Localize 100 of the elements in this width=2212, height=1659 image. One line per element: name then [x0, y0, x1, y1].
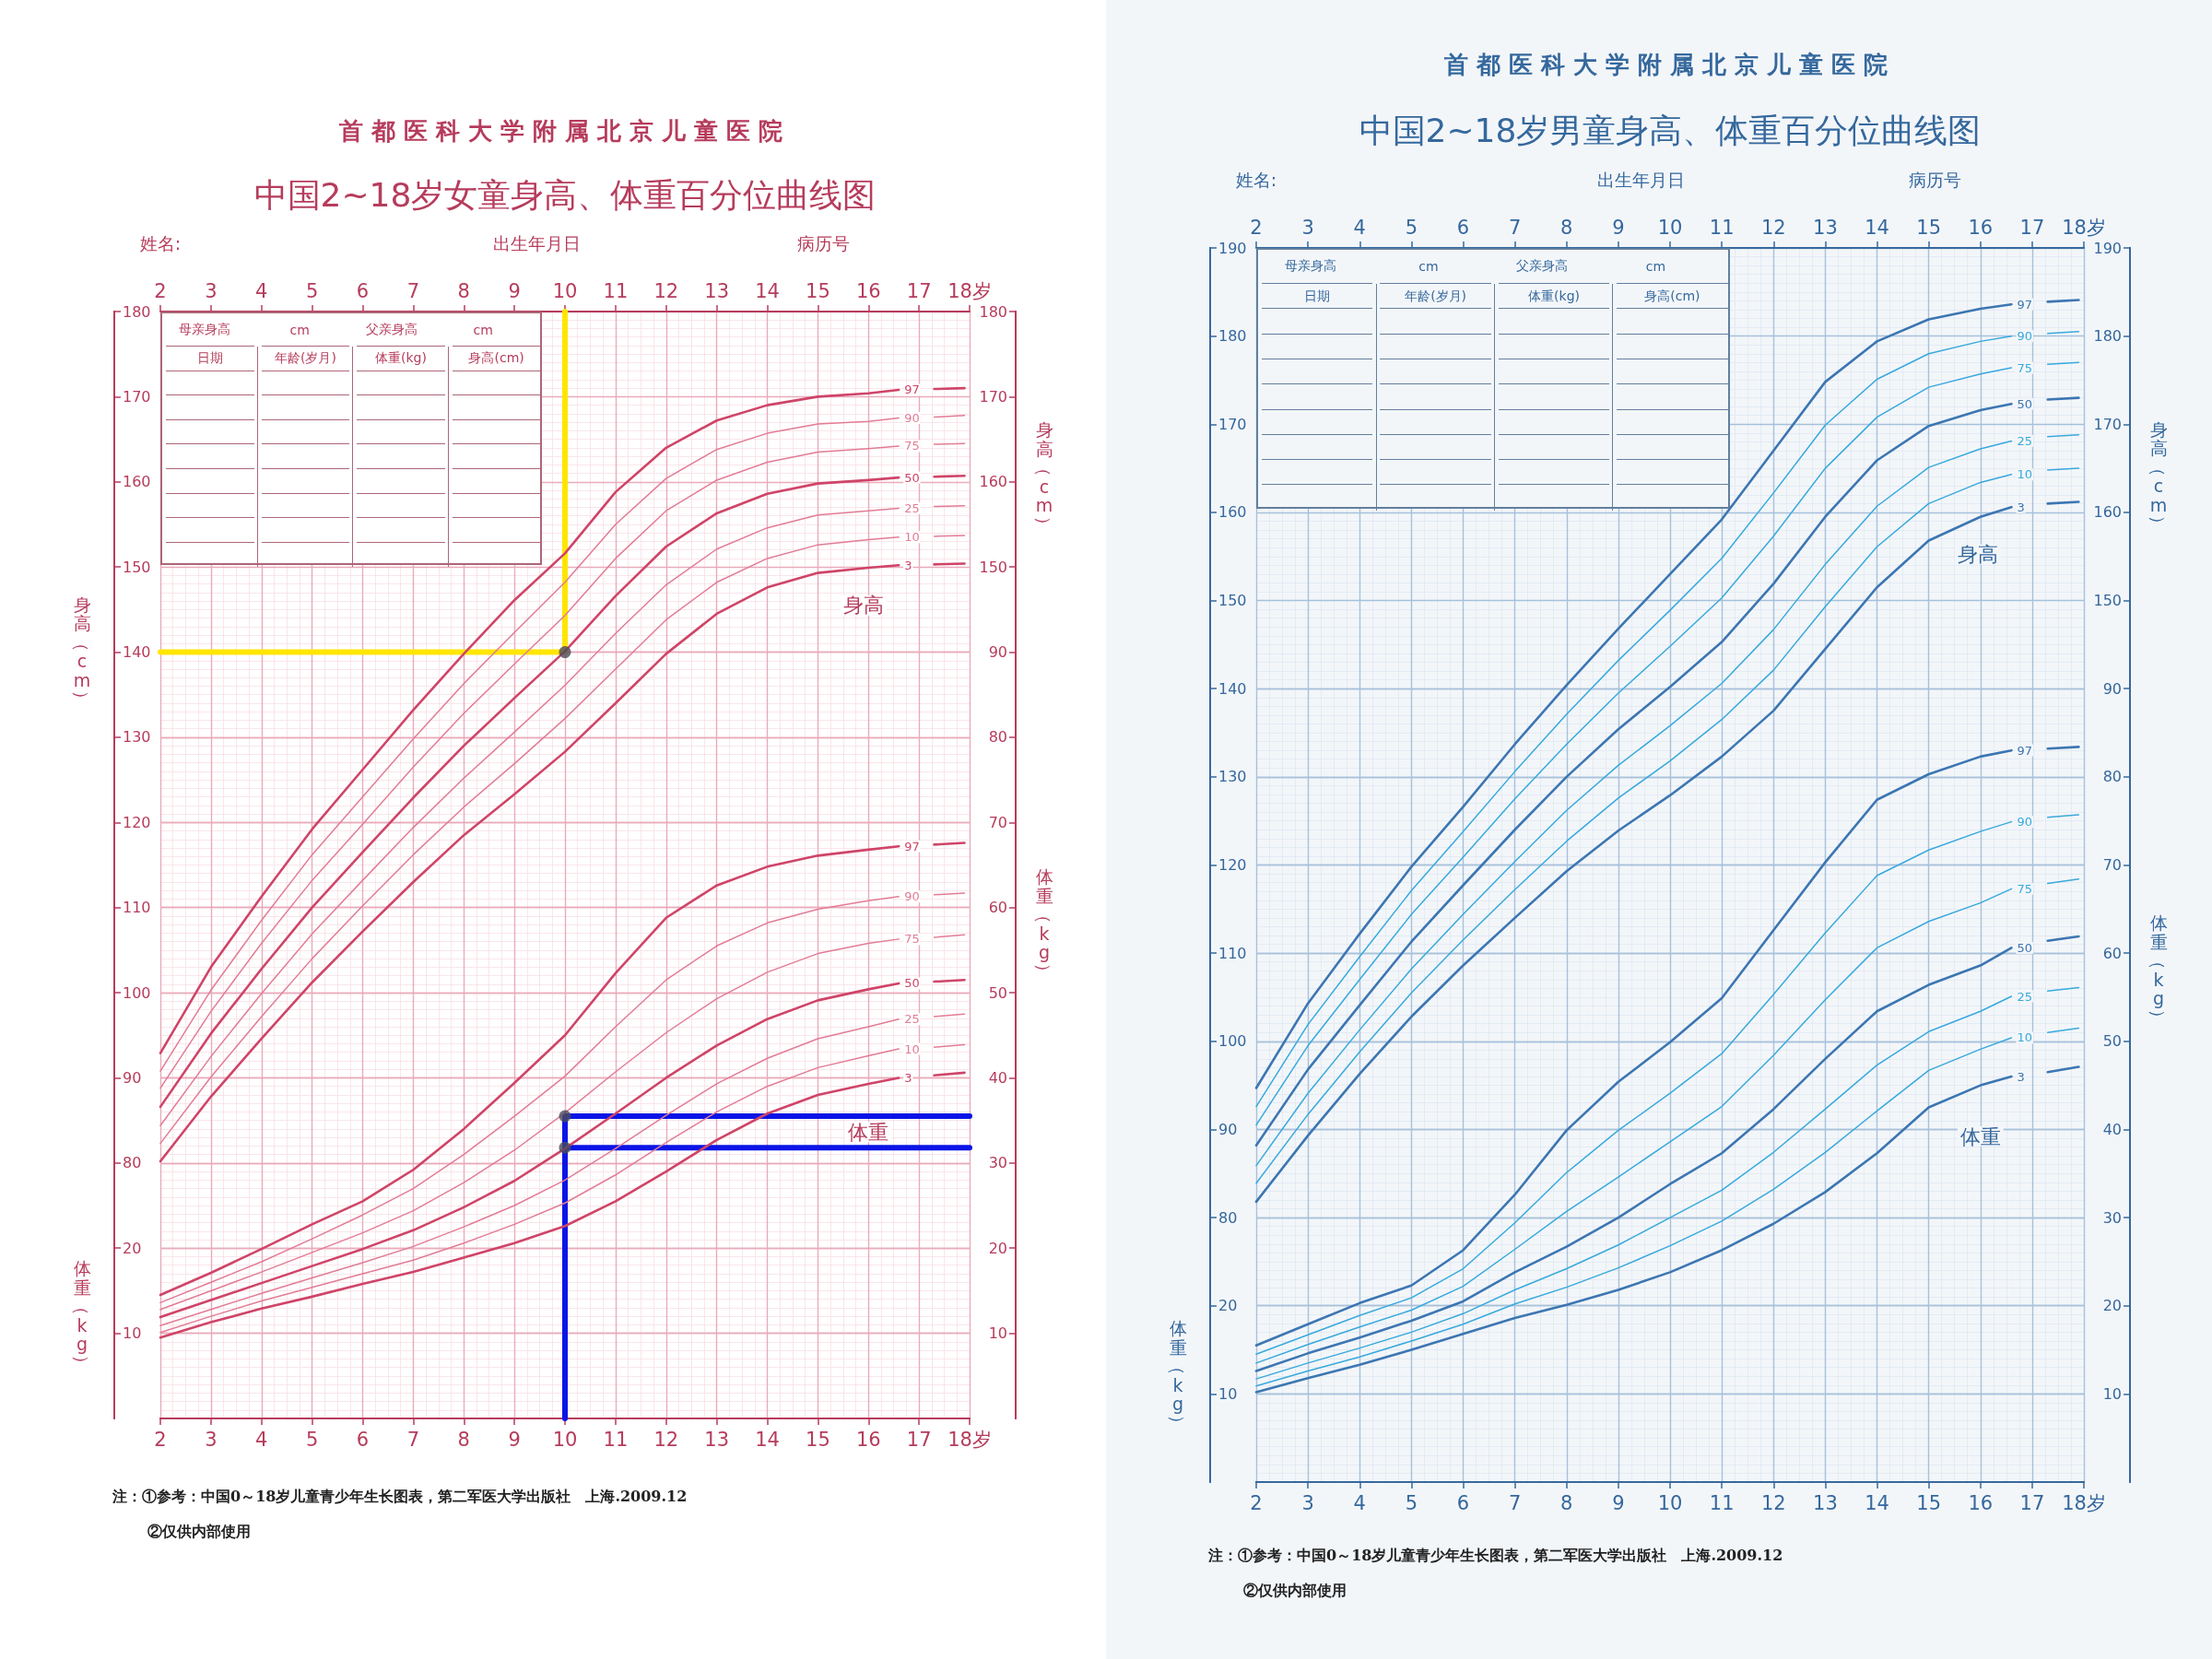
x-tick-label: 8 — [457, 1428, 470, 1451]
chart-subtitle: 首都医科大学附属北京儿童医院 — [339, 115, 791, 147]
annotation: cm — [1418, 259, 1439, 275]
y-tick-label: 100 — [1218, 1032, 1247, 1051]
text: ②仅供内部使用 — [147, 1523, 251, 1542]
series-label: 3 — [904, 1070, 912, 1085]
series-label: 50 — [904, 976, 920, 991]
series-label: 25 — [904, 500, 920, 515]
x-tick-label: 18岁 — [2062, 1491, 2106, 1514]
x2-tick-label: 9 — [508, 279, 521, 302]
y-tick-label: 80 — [1218, 1208, 1238, 1227]
x-tick-label: 10 — [1657, 1491, 1683, 1514]
series-label: 3 — [2017, 500, 2025, 514]
y2-tick-label: 60 — [2102, 944, 2122, 962]
x-tick-label: 5 — [1405, 1491, 1418, 1514]
text: 病历号 — [797, 232, 851, 255]
x2-tick-label: 18岁 — [2062, 216, 2106, 239]
y-tick-label: 90 — [123, 1068, 142, 1087]
annotation: 母亲身高 — [178, 321, 230, 338]
text: 出生年月日 — [1597, 169, 1686, 192]
text: 姓名: — [139, 232, 182, 255]
x2-tick-label: 5 — [305, 279, 319, 302]
x-tick-label: 2 — [154, 1428, 167, 1451]
x-tick-label: 14 — [755, 1428, 780, 1451]
x2-tick-label: 10 — [1657, 216, 1683, 239]
y2-tick-label: 70 — [2102, 856, 2122, 874]
x-tick-label: 11 — [1709, 1491, 1735, 1514]
y2-tick-label: 30 — [988, 1154, 1007, 1172]
y2-tick-label: 10 — [2102, 1384, 2122, 1403]
annotation: cm — [473, 322, 493, 337]
y-tick-label: 160 — [123, 473, 151, 491]
x2-tick-label: 10 — [552, 279, 578, 302]
annotation: 日期 — [196, 350, 223, 368]
y2-tick-label: 180 — [979, 302, 1007, 321]
x2-tick-label: 4 — [255, 279, 268, 302]
series-label: 75 — [904, 932, 920, 947]
x2-tick-label: 13 — [704, 279, 729, 302]
chart-subtitle: 首都医科大学附属北京儿童医院 — [1444, 49, 1896, 80]
series-label: 75 — [2017, 881, 2032, 896]
x2-tick-label: 14 — [755, 279, 780, 302]
y-tick-label: 180 — [123, 302, 151, 321]
annotation: 身高(cm) — [1644, 288, 1700, 305]
annotation: 父亲身高 — [365, 321, 418, 338]
y-tick-label: 130 — [123, 728, 151, 747]
series-label: 90 — [2017, 815, 2032, 830]
y-tick-label: 110 — [123, 899, 151, 917]
y-tick-label: 150 — [1218, 592, 1247, 610]
series-label: 90 — [904, 889, 920, 904]
x-tick-label: 10 — [552, 1428, 578, 1451]
y2-tick-label: 170 — [2093, 415, 2122, 433]
text: 注：①参考：中国0～18岁儿童青少年生长图表，第二军医大学出版社 上海.2009.12 — [1208, 1547, 1783, 1566]
y-tick-label: 20 — [1218, 1297, 1238, 1315]
x2-tick-label: 18岁 — [947, 279, 992, 302]
x-tick-label: 5 — [305, 1428, 319, 1451]
text: 病历号 — [1908, 169, 1961, 192]
y2-tick-label: 70 — [988, 813, 1007, 831]
annotation: 年龄(岁月) — [1405, 288, 1467, 305]
y2-tick-label: 170 — [979, 387, 1007, 406]
series-label: 75 — [904, 439, 920, 453]
y2-tick-label: 30 — [2102, 1208, 2122, 1227]
x-tick-label: 9 — [508, 1428, 521, 1451]
series-label: 97 — [904, 839, 920, 853]
y2-tick-label: 90 — [2102, 679, 2122, 698]
y2-tick-label: 10 — [988, 1324, 1007, 1343]
series-label: 25 — [904, 1012, 920, 1027]
y2-tick-label: 80 — [988, 728, 1007, 747]
x2-tick-label: 16 — [855, 279, 881, 302]
annotation: 体重(kg) — [375, 350, 427, 368]
series-label: 50 — [2017, 396, 2032, 411]
series-label: 10 — [904, 530, 920, 545]
y2-tick-label: 90 — [988, 643, 1007, 662]
x2-tick-label: 8 — [457, 279, 470, 302]
annotation: 母亲身高 — [1284, 258, 1336, 276]
annotation: 身高 — [842, 594, 884, 618]
annotation: 体重 — [1959, 1124, 2001, 1148]
x2-tick-label: 9 — [1612, 216, 1625, 239]
x2-tick-label: 15 — [1916, 216, 1941, 239]
x2-tick-label: 6 — [356, 279, 370, 302]
series-label: 10 — [2017, 1030, 2032, 1045]
x-tick-label: 7 — [406, 1428, 420, 1451]
y-tick-label: 120 — [1218, 856, 1247, 874]
annotation: 日期 — [1304, 288, 1331, 305]
annotation: cm — [1645, 259, 1666, 275]
y2-tick-label: 160 — [979, 473, 1007, 491]
x-tick-label: 12 — [1760, 1491, 1786, 1514]
x2-tick-label: 3 — [1301, 216, 1314, 239]
x-tick-label: 6 — [356, 1428, 370, 1451]
x2-tick-label: 7 — [1508, 216, 1522, 239]
chart-title: 中国2~18岁女童身高、体重百分位曲线图 — [253, 174, 877, 216]
x2-tick-label: 17 — [2019, 216, 2045, 239]
x-tick-label: 13 — [704, 1428, 729, 1451]
y2-tick-label: 180 — [2093, 327, 2122, 346]
x2-tick-label: 4 — [1353, 216, 1366, 239]
y2-tick-label: 80 — [2102, 768, 2122, 786]
series-label: 90 — [904, 410, 920, 425]
y-axis-title: 身高（cm） — [72, 594, 93, 709]
y-axis-title: 体重（kg） — [1168, 1318, 1189, 1433]
series-label: 97 — [904, 382, 920, 397]
series-label: 10 — [2017, 467, 2032, 482]
y-tick-label: 20 — [123, 1239, 142, 1257]
